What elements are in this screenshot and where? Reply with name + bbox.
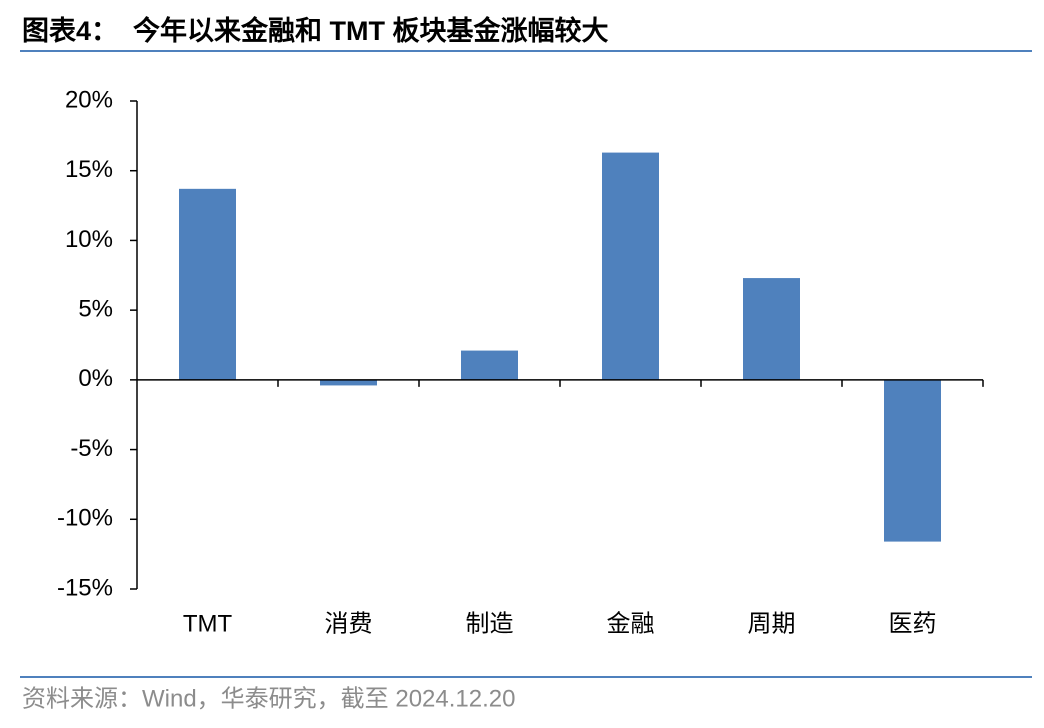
bar — [461, 350, 518, 380]
x-tick-label: 周期 — [748, 610, 796, 637]
y-tick-label: 5% — [78, 295, 113, 322]
bar — [743, 278, 800, 380]
bar — [884, 379, 941, 542]
source-note: 资料来源：Wind，华泰研究，截至 2024.12.20 — [22, 685, 515, 712]
x-tick-label: 医药 — [889, 610, 937, 637]
y-tick-label: 10% — [65, 226, 113, 253]
y-tick-label: -5% — [70, 435, 113, 462]
y-tick-label: 20% — [65, 86, 113, 113]
bar — [320, 379, 377, 386]
bar — [602, 152, 659, 380]
y-tick-label: -15% — [57, 574, 113, 601]
chart-title: 图表4： 今年以来金融和 TMT 板块基金涨幅较大 — [22, 15, 609, 46]
x-tick-label: 金融 — [607, 610, 655, 637]
y-tick-label: 0% — [78, 365, 113, 392]
x-tick-label: TMT — [183, 610, 233, 637]
bar — [179, 188, 236, 380]
x-tick-label: 消费 — [325, 610, 373, 637]
x-tick-label: 制造 — [466, 610, 514, 637]
y-tick-label: -10% — [57, 505, 113, 532]
y-tick-label: 15% — [65, 156, 113, 183]
